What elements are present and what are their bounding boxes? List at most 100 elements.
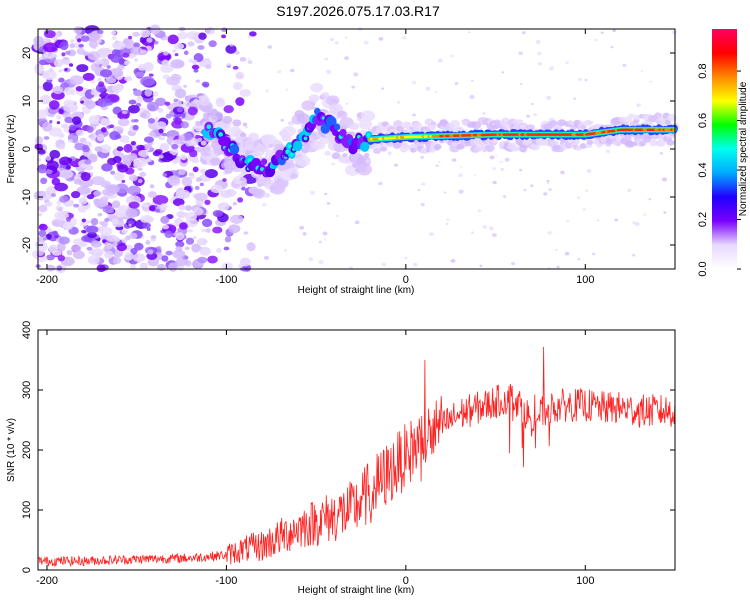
spectrogram-blob [148,73,154,77]
y-tick-label: -20 [21,237,33,253]
ridge-core [206,124,212,130]
spectrogram-blob [511,262,516,266]
spectrogram-blob [210,184,223,194]
spectrogram-halo [331,152,341,160]
ridge-core [321,116,325,120]
spectrogram-blob [65,217,71,222]
spectrogram-blob [600,31,604,34]
spectrogram-blob [99,221,104,225]
spectrogram-blob [179,222,188,230]
spectrogram-blob [180,141,185,145]
spectrogram-blob [63,87,74,96]
spectrogram-blob [193,53,204,63]
spectrogram-blob [71,116,82,125]
x-tick-label: -200 [36,575,58,587]
spectrogram-blob [118,217,124,222]
spectrogram-halo [666,139,675,146]
spectrogram-blob [76,64,89,73]
spectrogram-blob [434,90,438,93]
spectrogram-blob [42,70,57,80]
spectrogram-halo [252,188,266,199]
spectrogram-blob [133,89,143,97]
spectrogram-blob [197,256,208,264]
spectrogram-blob [659,152,663,155]
spectrogram-blob [262,202,267,207]
spectrogram-blob [88,40,99,49]
spectrogram-blob [205,64,212,70]
spectrogram-halo [496,123,503,128]
spectrogram-blob [110,30,117,35]
spectrogram-blob [61,52,66,57]
spectrogram-blob [97,47,111,56]
spectrogram-blob [596,219,600,222]
spectrogram-blob [435,164,439,167]
spectrogram-blob [215,248,222,254]
spectrogram-blob [35,241,48,252]
spectrogram-blob [50,193,56,198]
spectrogram-blob [40,94,52,105]
spectrogram-blob [65,50,71,55]
spectrogram-blob [110,170,116,175]
spectrogram-blob [75,85,84,92]
spectrogram-blob [318,240,322,244]
spectrogram-blob [130,140,137,146]
spectrogram-blob [79,241,88,248]
spectrogram-blob [234,50,240,55]
spectrogram-blob [144,136,154,143]
x-tick-label: 100 [576,575,594,587]
spectrogram-blob [128,223,132,227]
spectrogram-blob [108,68,124,78]
spectrogram-blob [69,202,75,206]
spectrogram-blob [201,228,207,233]
spectrogram-blob [492,233,497,238]
spectrogram-blob [181,132,193,141]
spectrogram-blob [302,232,307,236]
spectrogram-blob [482,225,487,229]
spectrogram-blob [90,218,99,226]
x-tick-label: -100 [215,575,237,587]
spectrogram-blob [175,240,185,248]
spectrogram-blob [58,77,65,83]
spectrogram-blob [239,57,247,62]
x-tick-label: -100 [215,274,237,286]
spectrogram-halo [268,143,274,149]
spectrogram-blob [351,85,356,89]
spectrogram-blob [158,154,164,159]
spectrogram-blob [331,162,335,166]
spectrogram-blob [421,182,426,186]
spectrogram-blob [75,129,85,137]
spectrogram-blob [235,71,245,80]
spectrogram-blob [239,257,251,267]
spectrogram-blob [134,242,144,251]
spectrogram-ridge [201,107,678,178]
spectrogram-halo [586,139,594,145]
spectrogram-blob [132,253,146,263]
spectrogram-halo [573,139,581,145]
spectrogram-blob [88,250,95,255]
spectrogram-blob [121,179,126,183]
spectrogram-blob [106,245,113,250]
spectrogram-blob [143,62,154,72]
spectrogram-blob [221,34,227,39]
spectrogram-blob [127,185,141,196]
spectrogram-blob [109,124,115,129]
spectrogram-blob [242,122,248,127]
spectrogram-blob [184,246,190,251]
spectrogram-blob [577,196,580,199]
spectrogram-blob [577,258,581,261]
spectrogram-blob [117,164,129,173]
spectrogram-blob [160,64,174,73]
spectrogram-blob [59,195,69,203]
spectrogram-blob [51,218,66,228]
spectrogram-blob [142,143,153,150]
spectrogram-blob [41,121,53,132]
spectrogram-blob [235,97,245,106]
spectrogram-blob [622,63,627,67]
spectrogram-blob [84,164,94,171]
spectrogram-halo [310,82,324,93]
spectrogram-blob [492,180,497,185]
spectrogram-blob [244,126,249,129]
spectrogram-blob [70,191,81,199]
spectrogram-halo [557,119,567,127]
spectrogram-blob [246,242,256,252]
